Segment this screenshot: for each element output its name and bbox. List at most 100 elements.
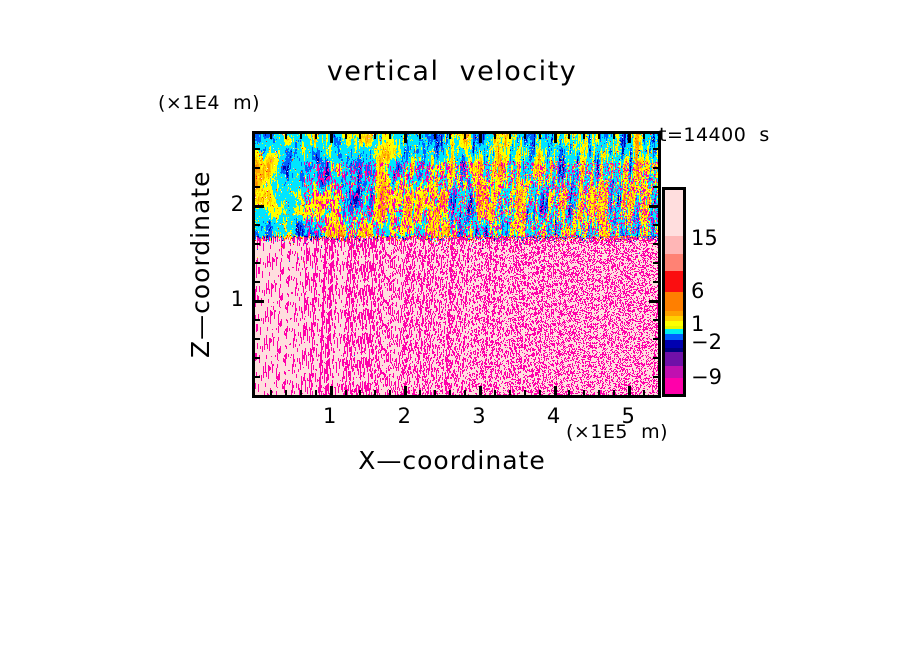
y-minor-tick <box>255 319 260 321</box>
colorbar-segment <box>665 340 683 348</box>
x-minor-tick-top <box>270 134 272 139</box>
contour-plot-area <box>252 131 661 398</box>
x-minor-tick-top <box>598 134 600 139</box>
y-minor-tick <box>255 148 260 150</box>
colorbar-segment <box>665 329 683 335</box>
colorbar-segment <box>665 365 683 379</box>
colorbar-tick-label: 6 <box>691 279 705 303</box>
y-minor-tick-right <box>653 243 658 245</box>
x-minor-tick <box>568 390 570 395</box>
x-minor-tick-top <box>568 134 570 139</box>
x-minor-tick <box>524 390 526 395</box>
x-minor-tick <box>345 390 347 395</box>
colorbar <box>662 187 686 397</box>
x-minor-tick-top <box>464 134 466 139</box>
x-tick-label: 5 <box>621 404 635 428</box>
colorbar-segment <box>665 351 683 366</box>
y-minor-tick-right <box>653 357 658 359</box>
colorbar-tick-label: 15 <box>691 226 718 250</box>
colorbar-tick-label: 1 <box>691 312 705 336</box>
x-minor-tick-top <box>389 134 391 139</box>
x-minor-tick-top <box>315 134 317 139</box>
y-minor-tick <box>255 243 260 245</box>
x-minor-tick <box>389 390 391 395</box>
x-minor-tick <box>539 390 541 395</box>
x-minor-tick-top <box>285 134 287 139</box>
colorbar-segment <box>665 334 683 340</box>
x-tick-label: 3 <box>472 404 486 428</box>
x-minor-tick <box>315 390 317 395</box>
x-axis-unit-label: (×1E5 m) <box>566 421 669 443</box>
y-major-tick <box>255 205 264 208</box>
x-major-tick <box>330 386 333 395</box>
colorbar-segment <box>665 253 683 271</box>
y-minor-tick-right <box>653 262 658 264</box>
y-minor-tick-right <box>653 167 658 169</box>
x-tick-label: 2 <box>397 404 411 428</box>
x-minor-tick <box>300 390 302 395</box>
y-minor-tick-right <box>653 148 658 150</box>
x-minor-tick-top <box>345 134 347 139</box>
x-minor-tick-top <box>509 134 511 139</box>
colorbar-segment <box>665 270 683 292</box>
y-minor-tick <box>255 338 260 340</box>
y-minor-tick <box>255 376 260 378</box>
x-minor-tick <box>419 390 421 395</box>
y-tick-label: 1 <box>230 287 244 312</box>
x-minor-tick <box>270 390 272 395</box>
y-axis-unit-label: (×1E4 m) <box>158 92 261 114</box>
x-minor-tick-top <box>583 134 585 139</box>
x-minor-tick <box>613 390 615 395</box>
y-minor-tick-right <box>653 376 658 378</box>
x-major-tick-top <box>330 134 333 143</box>
time-annotation: t=14400 s <box>659 124 770 146</box>
y-minor-tick <box>255 357 260 359</box>
colorbar-segment <box>665 291 683 312</box>
colorbar-segment <box>665 320 683 326</box>
colorbar-segment <box>665 236 683 254</box>
x-major-tick-top <box>404 134 407 143</box>
x-minor-tick <box>509 390 511 395</box>
x-major-tick-top <box>628 134 631 143</box>
x-minor-tick <box>374 390 376 395</box>
colorbar-segment <box>665 378 683 394</box>
y-minor-tick-right <box>653 224 658 226</box>
y-major-tick <box>255 300 264 303</box>
y-minor-tick <box>255 167 260 169</box>
x-minor-tick-top <box>613 134 615 139</box>
x-major-tick <box>479 386 482 395</box>
y-minor-tick-right <box>653 338 658 340</box>
x-major-tick <box>554 386 557 395</box>
x-minor-tick <box>359 390 361 395</box>
x-minor-tick-top <box>359 134 361 139</box>
x-minor-tick <box>464 390 466 395</box>
colorbar-segment <box>665 316 683 321</box>
x-minor-tick-top <box>643 134 645 139</box>
y-major-tick-right <box>649 300 658 303</box>
x-minor-tick-top <box>374 134 376 139</box>
x-tick-label: 1 <box>322 404 337 428</box>
x-major-tick <box>628 386 631 395</box>
colorbar-tick-label: −2 <box>691 330 722 354</box>
y-axis-title: Z—coordinate <box>186 170 215 358</box>
page-title: vertical velocity <box>326 56 578 87</box>
x-major-tick <box>404 386 407 395</box>
x-major-tick-top <box>554 134 557 143</box>
x-minor-tick <box>598 390 600 395</box>
y-tick-label: 2 <box>230 192 244 217</box>
colorbar-segment <box>665 190 683 237</box>
x-major-tick-top <box>479 134 482 143</box>
y-minor-tick <box>255 186 260 188</box>
x-minor-tick <box>583 390 585 395</box>
y-minor-tick <box>255 281 260 283</box>
x-minor-tick-top <box>300 134 302 139</box>
y-minor-tick-right <box>653 319 658 321</box>
x-minor-tick-top <box>419 134 421 139</box>
colorbar-segment <box>665 325 683 330</box>
colorbar-tick-label: −9 <box>691 365 722 389</box>
x-minor-tick <box>449 390 451 395</box>
x-minor-tick-top <box>494 134 496 139</box>
x-minor-tick-top <box>539 134 541 139</box>
x-tick-label: 4 <box>546 404 561 428</box>
x-minor-tick <box>434 390 436 395</box>
